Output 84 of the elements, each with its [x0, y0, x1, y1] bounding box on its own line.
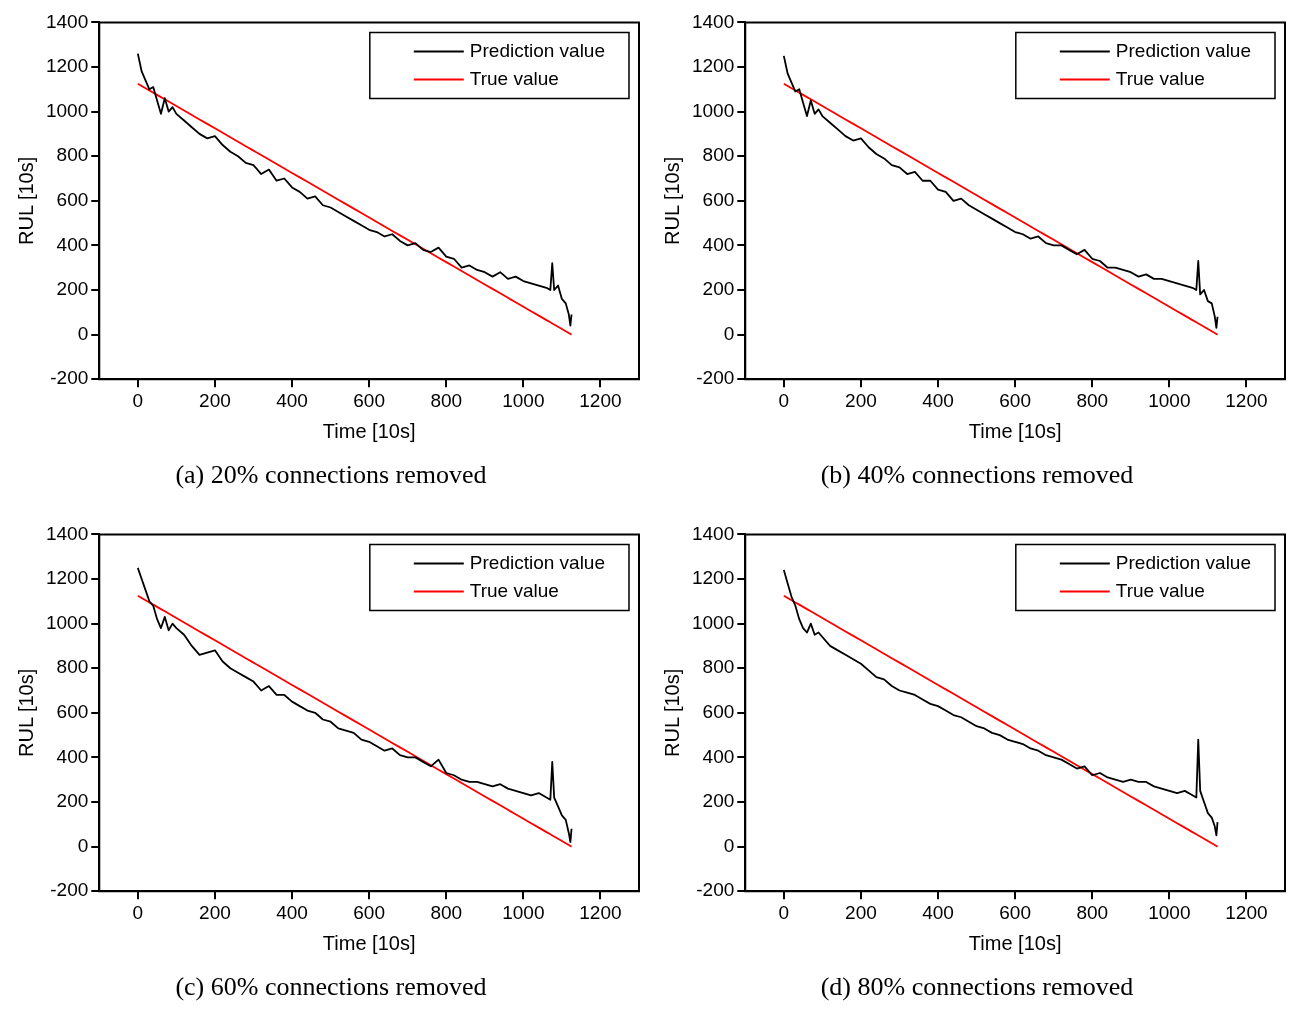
legend-label: Prediction value — [1115, 39, 1252, 61]
x-tick-label: 200 — [845, 389, 877, 411]
x-tick-label: 400 — [922, 901, 954, 923]
x-axis-title: Time [10s] — [322, 931, 416, 954]
y-tick-label: -200 — [50, 879, 89, 901]
text: (d) 80% connections removed — [820, 972, 1134, 1002]
x-tick-label: 0 — [778, 901, 790, 923]
x-tick-label: 0 — [132, 901, 144, 923]
y-tick-label: 1000 — [45, 611, 89, 633]
legend-label: True value — [1115, 579, 1205, 601]
x-tick-label: 600 — [353, 389, 385, 411]
x-tick-label: 600 — [999, 901, 1031, 923]
x-tick-label: 1200 — [579, 389, 622, 411]
y-tick-label: 800 — [702, 144, 735, 166]
legend-label: True value — [469, 67, 559, 89]
y-tick-label: 1000 — [691, 99, 735, 121]
x-tick-label: 800 — [1076, 389, 1109, 411]
x-tick-label: 200 — [199, 901, 231, 923]
y-tick-label: 1000 — [45, 99, 89, 121]
y-tick-label: -200 — [50, 367, 89, 389]
y-tick-label: 600 — [702, 189, 735, 211]
y-axis-title: RUL [10s] — [14, 156, 37, 245]
y-axis-title: RUL [10s] — [660, 156, 683, 245]
x-axis-title: Time [10s] — [968, 931, 1062, 954]
y-tick-label: 800 — [702, 656, 735, 678]
x-axis-title: Time [10s] — [322, 419, 416, 442]
x-tick-label: 0 — [778, 389, 790, 411]
y-tick-label: 1400 — [691, 10, 735, 32]
y-tick-label: 200 — [702, 790, 735, 812]
y-tick-label: 200 — [56, 278, 89, 300]
y-tick-label: 1400 — [45, 10, 89, 32]
x-tick-label: 800 — [1076, 901, 1109, 923]
y-tick-label: -200 — [696, 367, 735, 389]
x-tick-label: 600 — [999, 389, 1031, 411]
x-tick-label: 800 — [430, 389, 463, 411]
y-axis-title: RUL [10s] — [14, 668, 37, 757]
y-tick-label: 600 — [56, 701, 89, 723]
y-tick-label: 400 — [702, 233, 735, 255]
y-tick-label: 1200 — [691, 55, 735, 77]
y-tick-label: 0 — [77, 322, 89, 344]
text: (a) 20% connections removed — [175, 460, 487, 490]
y-tick-label: -200 — [696, 879, 735, 901]
x-tick-label: 1000 — [1148, 901, 1191, 923]
text: (b) 40% connections removed — [820, 460, 1134, 490]
y-tick-label: 400 — [702, 745, 735, 767]
y-tick-label: 0 — [77, 834, 89, 856]
x-tick-label: 1200 — [1225, 389, 1268, 411]
y-axis-title: RUL [10s] — [660, 668, 683, 757]
y-tick-label: 200 — [56, 790, 89, 812]
y-tick-label: 600 — [56, 189, 89, 211]
y-tick-label: 800 — [56, 144, 89, 166]
x-tick-label: 400 — [276, 901, 308, 923]
legend-label: Prediction value — [1115, 551, 1252, 573]
y-tick-label: 0 — [723, 322, 735, 344]
y-tick-label: 1200 — [45, 55, 89, 77]
text: (c) 60% connections removed — [175, 972, 487, 1002]
y-tick-label: 1400 — [691, 522, 735, 544]
x-tick-label: 800 — [430, 901, 463, 923]
y-tick-label: 1000 — [691, 611, 735, 633]
legend-label: True value — [1115, 67, 1205, 89]
y-tick-label: 600 — [702, 701, 735, 723]
y-tick-label: 1400 — [45, 522, 89, 544]
legend-label: Prediction value — [469, 39, 606, 61]
y-tick-label: 1200 — [691, 567, 735, 589]
x-tick-label: 600 — [353, 901, 385, 923]
legend-label: True value — [469, 579, 559, 601]
x-axis-title: Time [10s] — [968, 419, 1062, 442]
x-tick-label: 1000 — [1148, 389, 1191, 411]
y-tick-label: 1200 — [45, 567, 89, 589]
y-tick-label: 400 — [56, 745, 89, 767]
x-tick-label: 400 — [276, 389, 308, 411]
x-tick-label: 1000 — [502, 389, 545, 411]
y-tick-label: 400 — [56, 233, 89, 255]
x-tick-label: 1200 — [1225, 901, 1268, 923]
legend-label: Prediction value — [469, 551, 606, 573]
x-tick-label: 400 — [922, 389, 954, 411]
x-tick-label: 200 — [845, 901, 877, 923]
y-tick-label: 800 — [56, 656, 89, 678]
x-tick-label: 0 — [132, 389, 144, 411]
y-tick-label: 200 — [702, 278, 735, 300]
x-tick-label: 200 — [199, 389, 231, 411]
x-tick-label: 1200 — [579, 901, 622, 923]
x-tick-label: 1000 — [502, 901, 545, 923]
y-tick-label: 0 — [723, 834, 735, 856]
